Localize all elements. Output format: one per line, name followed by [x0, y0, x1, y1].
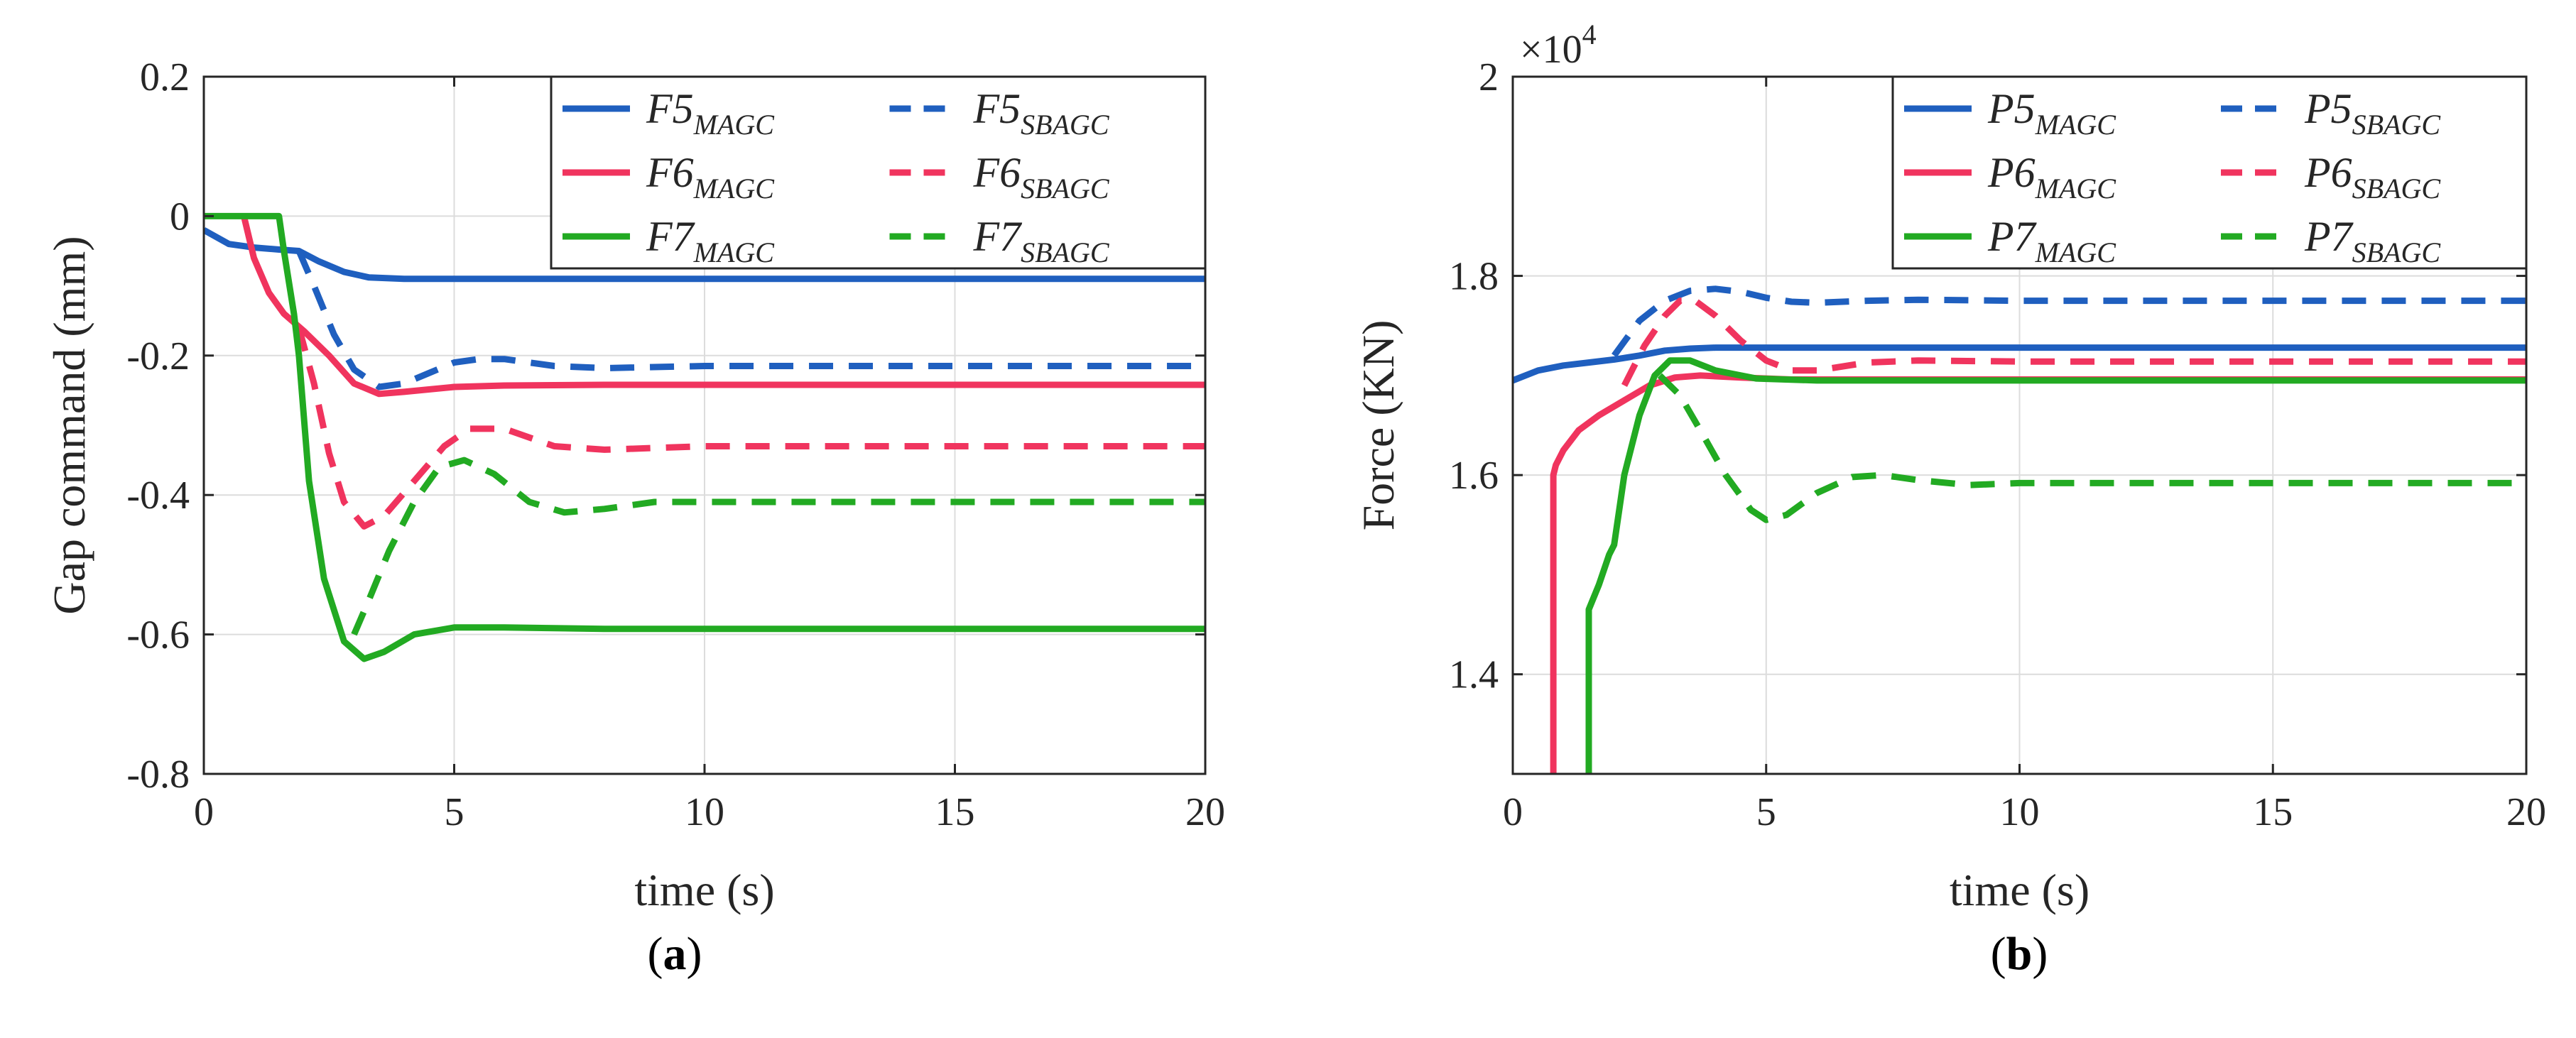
legend-entry-name: F7 — [973, 213, 1023, 260]
legend-entry-name: F6 — [973, 149, 1021, 196]
legend-entry-p5-magc: P5MAGC — [1987, 85, 2116, 141]
x-tick-label: 10 — [2000, 790, 2040, 834]
legend-entry-name: P5 — [2304, 85, 2352, 132]
x-tick-label: 5 — [445, 790, 464, 834]
legend-entry-name: F6 — [646, 149, 694, 196]
y-tick-label: -0.4 — [126, 474, 190, 518]
series-line-p7-magc — [1585, 357, 2526, 774]
caption-letter: a — [663, 928, 687, 980]
legend-entry-name: P7 — [2304, 213, 2354, 260]
series-line-f5-magc — [204, 227, 1205, 283]
y-tick-label: 1.8 — [1449, 255, 1499, 299]
legend-entry-p6-sbagc: P6SBAGC — [2304, 149, 2441, 204]
y-tick-label: 1.4 — [1449, 653, 1499, 697]
series-line-f6-magc — [241, 215, 1205, 398]
panel-caption: (a) — [648, 928, 702, 980]
legend-entry-f6-sbagc: F6SBAGC — [973, 149, 1110, 204]
legend-entry-sub: MAGC — [2035, 109, 2117, 141]
series-line-f5-sbagc — [295, 249, 1205, 390]
y-exponent-power: 4 — [1582, 18, 1597, 50]
y-tick-label: 0 — [170, 195, 190, 239]
y-tick-label: -0.2 — [126, 334, 190, 378]
y-exponent-label: ×104 — [1520, 18, 1597, 72]
x-tick-label: 0 — [194, 790, 214, 834]
legend-entry-sub: MAGC — [2035, 173, 2117, 204]
legend-entry-sub: SBAGC — [1021, 109, 1110, 141]
legend-entry-p6-magc: P6MAGC — [1987, 149, 2116, 204]
legend-entry-sub: MAGC — [693, 236, 776, 268]
legend-entry-f5-sbagc: F5SBAGC — [973, 85, 1110, 141]
legend-box — [1891, 75, 2528, 270]
caption-letter: b — [2006, 928, 2033, 980]
legend-entry-name: F7 — [646, 213, 696, 260]
x-axis-label: time (s) — [634, 865, 774, 915]
legend-entry-sub: SBAGC — [2352, 109, 2442, 141]
series-line-f7-sbagc — [351, 457, 1205, 636]
legend-entry-name: P6 — [2304, 149, 2352, 196]
x-tick-label: 15 — [2253, 790, 2293, 834]
legend-entry-sub: SBAGC — [2352, 236, 2442, 268]
x-axis-label: time (s) — [1950, 865, 2089, 915]
legend-entry-f5-magc: F5MAGC — [646, 85, 775, 141]
caption-open-paren: ( — [1991, 928, 2006, 980]
series-line-f6-sbagc — [295, 327, 1205, 530]
legend-entry-sub: MAGC — [693, 173, 776, 204]
caption-open-paren: ( — [648, 928, 663, 980]
series-line-p5-magc — [1513, 344, 2526, 384]
panel-caption: (b) — [1991, 928, 2048, 980]
chart-a: 0 5 10 15 20 -0.8 -0.6 -0.4 -0.2 0 0.2 time (s) Gap … — [44, 55, 1225, 980]
caption-close-paren: ) — [687, 928, 702, 980]
legend-entry-sub: SBAGC — [1021, 236, 1110, 268]
legend-entry-f7-magc: F7MAGC — [646, 213, 775, 268]
x-tick-label: 15 — [935, 790, 975, 834]
legend-entry-f7-sbagc: F7SBAGC — [973, 213, 1110, 268]
series-line-p6-sbagc — [1621, 297, 2526, 387]
chart-b: 0 5 10 15 20 1.4 1.6 1.8 2 time (s) Force (KN) ×104… — [1353, 18, 2546, 980]
y-tick-label: 1.6 — [1449, 454, 1499, 498]
y-tick-label: 0.2 — [140, 55, 190, 99]
series-line-f7-magc — [204, 212, 1205, 662]
legend-entry-p5-sbagc: P5SBAGC — [2304, 85, 2441, 141]
series-line-p7-sbagc — [1657, 373, 2526, 523]
y-tick-label: 2 — [1479, 55, 1499, 99]
x-tick-label: 5 — [1756, 790, 1776, 834]
legend-box — [550, 75, 1207, 270]
legend-entry-sub: MAGC — [693, 109, 776, 141]
legend-entry-sub: SBAGC — [1021, 173, 1110, 204]
series-line-p5-sbagc — [1612, 285, 2526, 358]
legend-entry-name: P6 — [1987, 149, 2036, 196]
legend-entry-p7-sbagc: P7SBAGC — [2304, 213, 2441, 268]
y-axis-label: Force (KN) — [1353, 320, 1403, 531]
caption-close-paren: ) — [2032, 928, 2048, 980]
y-axis-label: Gap command (mm) — [44, 236, 94, 614]
x-tick-label: 20 — [2506, 790, 2546, 834]
legend-entry-sub: SBAGC — [2352, 173, 2442, 204]
y-tick-label: -0.8 — [126, 753, 190, 797]
legend-entry-p7-magc: P7MAGC — [1987, 213, 2116, 268]
legend-entry-name: F5 — [646, 85, 694, 132]
y-tick-label: -0.6 — [126, 613, 190, 657]
x-tick-label: 10 — [685, 790, 724, 834]
y-exponent-base: ×10 — [1520, 28, 1582, 72]
x-tick-label: 20 — [1185, 790, 1225, 834]
x-tick-label: 0 — [1503, 790, 1523, 834]
legend-entry-name: P5 — [1987, 85, 2036, 132]
legend-entry-name: F5 — [973, 85, 1021, 132]
legend-entry-f6-magc: F6MAGC — [646, 149, 775, 204]
legend-entry-sub: MAGC — [2035, 236, 2117, 268]
legend-entry-name: P7 — [1987, 213, 2038, 260]
